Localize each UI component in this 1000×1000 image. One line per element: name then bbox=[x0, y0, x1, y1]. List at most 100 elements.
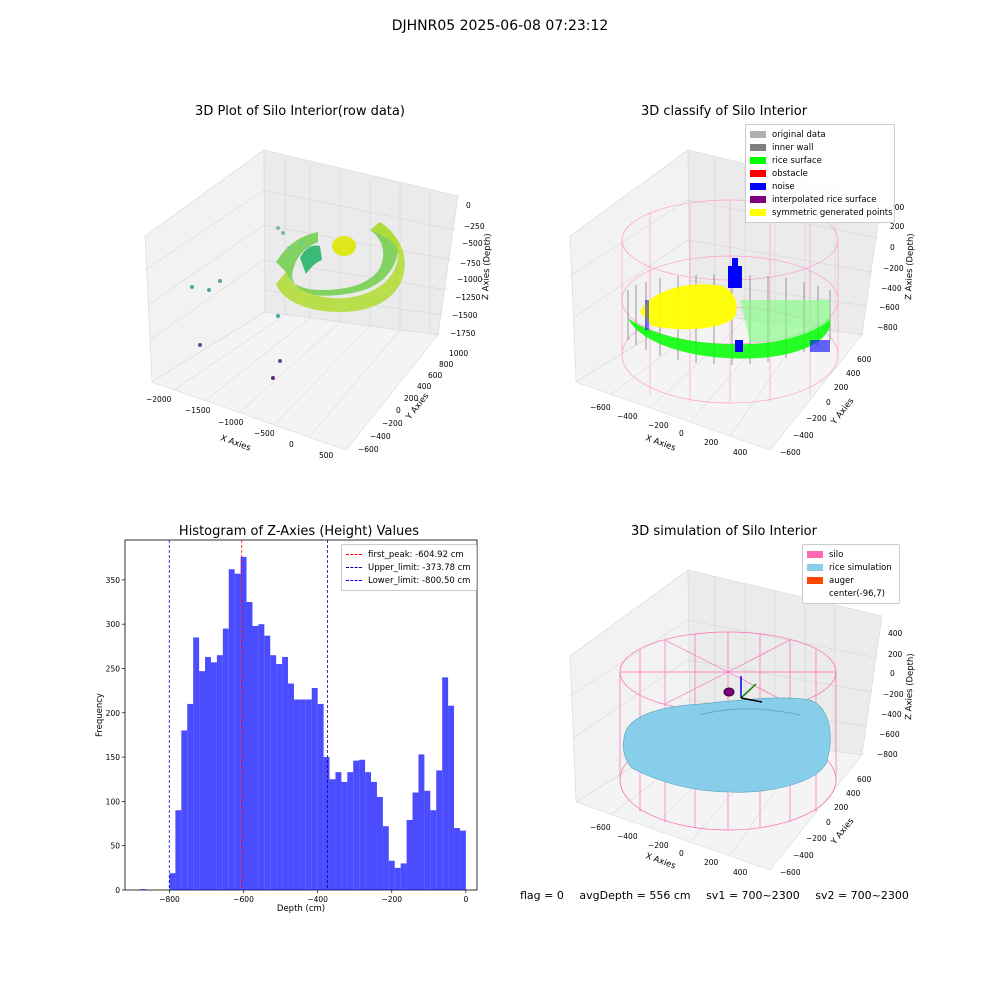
histogram-bars bbox=[139, 556, 466, 890]
histogram-bar bbox=[175, 810, 182, 890]
legend-item-inner-wall: inner wall bbox=[750, 141, 890, 154]
legend-label: rice simulation bbox=[829, 562, 892, 573]
histogram-bar bbox=[430, 810, 437, 890]
panel4-ytick-5: 400 bbox=[846, 789, 861, 798]
panel2-x-ticks: −600 −400 −200 0 200 400 bbox=[590, 403, 748, 457]
panel1-z-label: Z Axies (Depth) bbox=[481, 233, 493, 300]
histogram-bar bbox=[335, 772, 342, 890]
legend-swatch bbox=[750, 196, 766, 203]
panel2-symmetric-points bbox=[640, 284, 737, 330]
panel4-rice-ridge bbox=[699, 708, 801, 716]
histogram-bar bbox=[353, 760, 360, 890]
histogram-ytick-label: 150 bbox=[106, 753, 121, 762]
panel2-ztick-1: 200 bbox=[890, 222, 905, 231]
flag-text: flag = 0 bbox=[520, 889, 564, 902]
histogram-x-ticks: −800 −600 −400 −200 0 bbox=[159, 890, 468, 904]
panel2-ztick-0: 400 bbox=[890, 203, 905, 212]
histogram-bar bbox=[234, 573, 241, 890]
legend-swatch bbox=[750, 183, 766, 190]
figure-title: DJHNR05 2025-06-08 07:23:12 bbox=[391, 18, 609, 34]
panel4-ytick-3: 0 bbox=[826, 818, 831, 827]
panel1-ytick-6: 600 bbox=[428, 371, 443, 380]
panel4-ztick-4: −400 bbox=[881, 710, 902, 719]
panel4-y-label: Y Axies bbox=[829, 816, 857, 848]
histogram-bar bbox=[347, 772, 354, 890]
legend-line bbox=[346, 580, 362, 581]
panel4-x-label: X Axies bbox=[644, 851, 677, 871]
histogram-bar bbox=[359, 759, 366, 890]
avg-depth-text: avgDepth = 556 cm bbox=[579, 889, 691, 902]
histogram-xtick-label: −800 bbox=[159, 895, 180, 904]
histogram-bar bbox=[388, 860, 395, 890]
legend-label: symmetric generated points bbox=[772, 207, 893, 218]
legend-item-rice-simulation: rice simulation bbox=[807, 561, 895, 574]
panel4-xtick-4: 200 bbox=[704, 858, 719, 867]
panel1-ytick-4: 200 bbox=[404, 394, 419, 403]
panel1-ztick-7: −1750 bbox=[450, 329, 476, 338]
histogram-bar bbox=[293, 699, 300, 890]
panel1-xtick-4: 0 bbox=[289, 440, 294, 449]
histogram-bar bbox=[270, 655, 277, 890]
legend-item-rice-surface: rice surface bbox=[750, 154, 890, 167]
histogram-bar bbox=[317, 703, 324, 890]
histogram-bar bbox=[282, 656, 289, 890]
histogram-x-label: Depth (cm) bbox=[277, 904, 325, 914]
panel2-z-label: Z Axies (Depth) bbox=[904, 233, 916, 300]
legend-swatch bbox=[750, 157, 766, 164]
histogram-bar bbox=[454, 827, 460, 890]
panel2-z-ticks: 400 200 0 −200 −400 −600 −800 bbox=[877, 203, 905, 332]
legend-swatch bbox=[750, 209, 766, 216]
panel4-center-x-arrow bbox=[740, 697, 763, 703]
panel4-ztick-6: −800 bbox=[877, 750, 898, 759]
panel4-ytick-1: −400 bbox=[793, 851, 814, 860]
panel2-ztick-4: −400 bbox=[881, 284, 902, 293]
histogram-bar bbox=[418, 754, 425, 890]
legend-item-noise: noise bbox=[750, 180, 890, 193]
legend-label: silo bbox=[829, 549, 844, 560]
histogram-bar bbox=[412, 792, 419, 890]
panel2-ytick-1: −400 bbox=[793, 431, 814, 440]
histogram-bar bbox=[311, 687, 318, 890]
panel1-ytick-3: 0 bbox=[396, 406, 401, 415]
histogram-bar bbox=[169, 873, 176, 890]
histogram-ytick-label: 50 bbox=[110, 842, 120, 851]
panel2-noise bbox=[645, 258, 830, 352]
panel2-ytick-5: 400 bbox=[846, 369, 861, 378]
histogram-bar bbox=[288, 683, 294, 890]
panel4-ztick-5: −600 bbox=[879, 730, 900, 739]
legend-swatch bbox=[750, 144, 766, 151]
legend-item-symmetric: symmetric generated points bbox=[750, 206, 893, 219]
legend-item-first-peak: first_peak: -604.92 cm bbox=[346, 548, 472, 561]
histogram-bar bbox=[205, 656, 211, 890]
panel1-x-ticks: −2000 −1500 −1000 −500 0 500 bbox=[146, 395, 334, 460]
panel4-ztick-0: 400 bbox=[888, 629, 903, 638]
panel4-ytick-4: 200 bbox=[834, 803, 849, 812]
panel4-xtick-2: −200 bbox=[648, 841, 669, 850]
histogram-bar bbox=[365, 772, 372, 890]
histogram-bar bbox=[329, 779, 336, 890]
histogram-bar bbox=[323, 757, 330, 890]
panel2-ytick-2: −200 bbox=[806, 414, 827, 423]
panel4-ytick-6: 600 bbox=[857, 775, 872, 784]
legend-label: interpolated rice surface bbox=[772, 194, 877, 205]
panel1-z-ticks: 0 −250 −500 −750 −1000 −1250 −1500 −1750 bbox=[450, 201, 485, 338]
legend-item-interpolated: interpolated rice surface bbox=[750, 193, 890, 206]
panel1-title: 3D Plot of Silo Interior(row data) bbox=[195, 104, 405, 119]
panel1-scatter-outliers bbox=[190, 226, 310, 380]
panel1-ytick-7: 800 bbox=[439, 360, 454, 369]
panel2-title: 3D classify of Silo Interior bbox=[640, 104, 808, 119]
panel1-rice-band bbox=[276, 222, 399, 296]
panel4-z-label: Z Axies (Depth) bbox=[904, 653, 916, 720]
histogram-bar bbox=[448, 705, 455, 890]
panel4-legend: silo rice simulation auger center(-96,7) bbox=[802, 544, 900, 604]
panel2-y-label: Y Axies bbox=[829, 396, 857, 428]
panel2-x-label: X Axies bbox=[644, 433, 677, 453]
status-footer: flag = 0 avgDepth = 556 cm sv1 = 700~230… bbox=[520, 889, 921, 902]
panel1-ztick-1: −250 bbox=[464, 222, 485, 231]
histogram-ytick-label: 250 bbox=[106, 664, 121, 673]
histogram-ytick-label: 300 bbox=[106, 620, 121, 629]
panel1-xtick-5: 500 bbox=[319, 451, 334, 460]
histogram-bar bbox=[187, 703, 194, 890]
legend-item-obstacle: obstacle bbox=[750, 167, 890, 180]
